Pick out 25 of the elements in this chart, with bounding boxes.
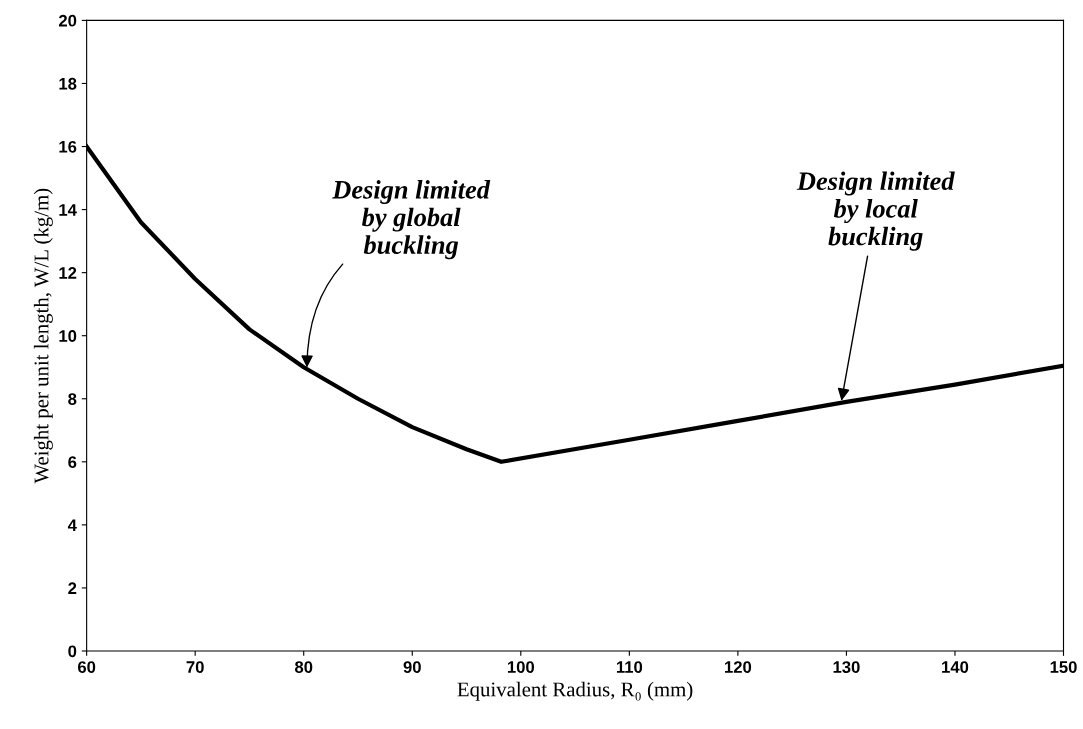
x-tick-label: 130 [833, 661, 860, 673]
y-tick-label: 20 [58, 14, 77, 27]
x-tick-label: 90 [403, 661, 421, 673]
y-tick-label: 10 [59, 330, 77, 342]
y-axis-title: Weight per unit length, W/L (kg/m) [33, 188, 53, 484]
y-tick-label: 18 [59, 77, 77, 90]
y-tick-label: 14 [59, 204, 77, 216]
y-tick-label: 4 [67, 519, 77, 531]
y-tick-label: 2 [68, 582, 77, 594]
annotation: Design limited by local buckling [796, 171, 955, 251]
x-tick-label: 150 [1050, 661, 1077, 673]
x-tick-label: 100 [507, 661, 535, 673]
x-tick-label: 140 [942, 661, 969, 673]
x-tick-label: 80 [294, 661, 313, 673]
y-tick-label: 16 [59, 140, 77, 153]
y-tick-label: 8 [68, 393, 77, 405]
x-axis-title: Equivalent Radius, R₀ (mm) [457, 681, 693, 701]
y-tick-label: 0 [68, 645, 77, 658]
y-tick-label: 6 [68, 456, 77, 469]
x-tick-label: 70 [186, 661, 204, 673]
x-tick-label: 120 [725, 661, 752, 673]
x-tick-label: 60 [77, 661, 96, 673]
annotation: Design limited by global buckling [332, 180, 491, 260]
x-tick-label: 110 [616, 661, 643, 673]
y-tick-label: 12 [59, 267, 77, 279]
